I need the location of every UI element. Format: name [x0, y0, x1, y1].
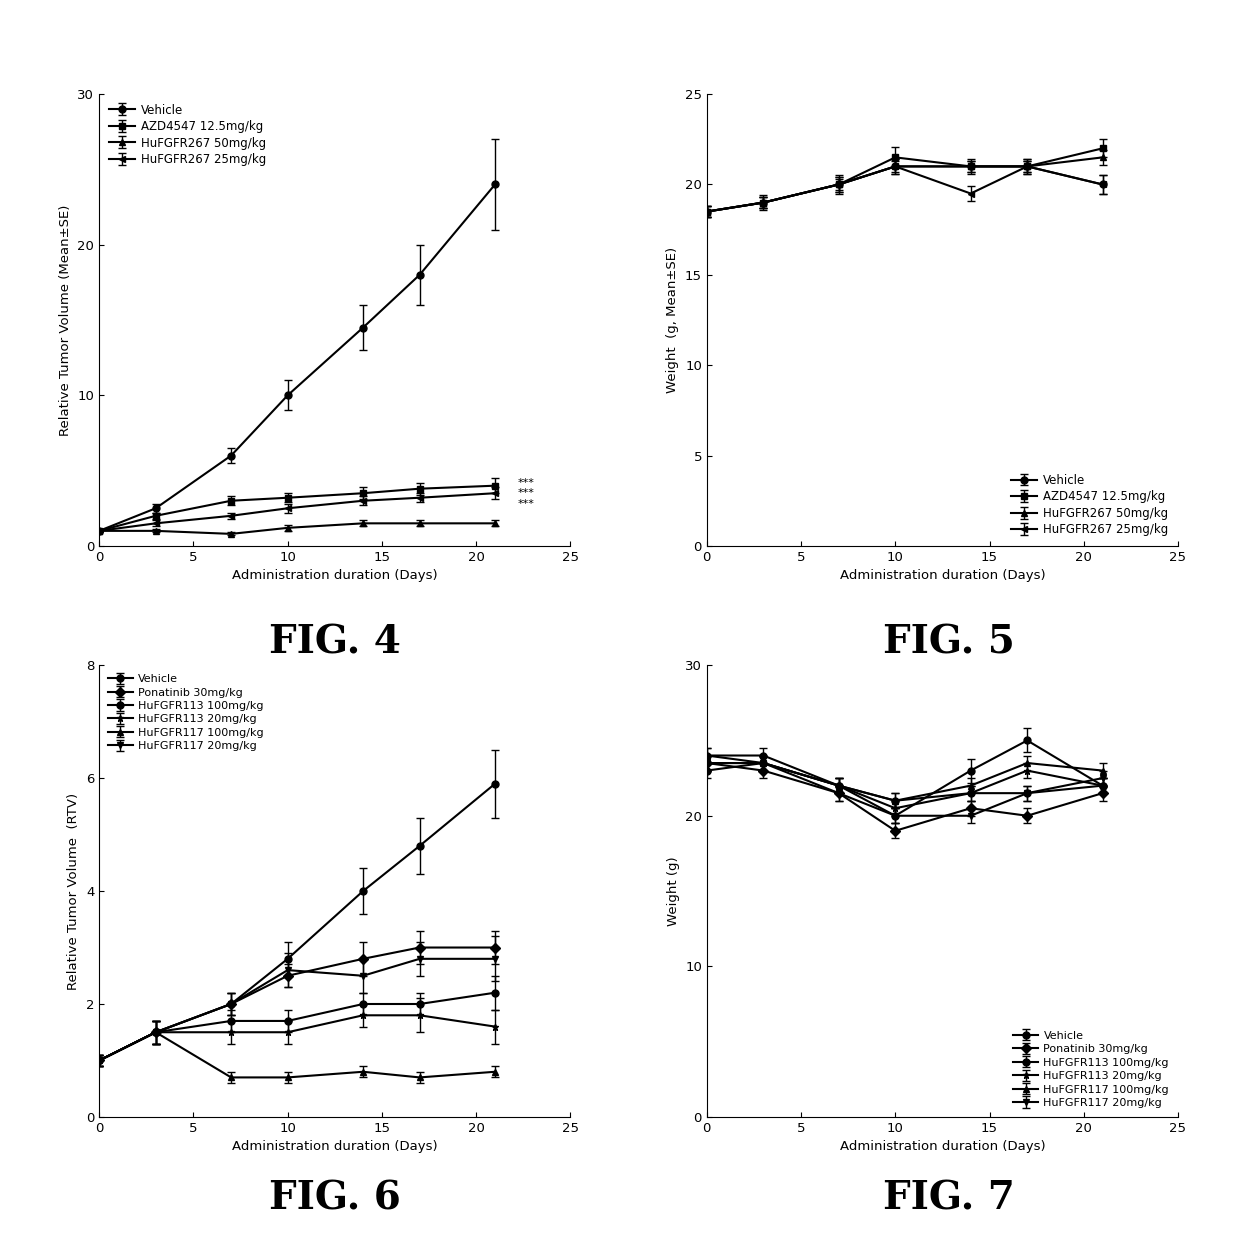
Legend: Vehicle, Ponatinib 30mg/kg, HuFGFR113 100mg/kg, HuFGFR113 20mg/kg, HuFGFR117 100: Vehicle, Ponatinib 30mg/kg, HuFGFR113 10… [1011, 1028, 1173, 1112]
Text: FIG. 7: FIG. 7 [883, 1180, 1014, 1217]
Legend: Vehicle, AZD4547 12.5mg/kg, HuFGFR267 50mg/kg, HuFGFR267 25mg/kg: Vehicle, AZD4547 12.5mg/kg, HuFGFR267 50… [105, 100, 269, 169]
X-axis label: Administration duration (Days): Administration duration (Days) [839, 570, 1045, 582]
Legend: Vehicle, Ponatinib 30mg/kg, HuFGFR113 100mg/kg, HuFGFR113 20mg/kg, HuFGFR117 100: Vehicle, Ponatinib 30mg/kg, HuFGFR113 10… [104, 670, 267, 754]
Y-axis label: Weight (g): Weight (g) [667, 856, 680, 926]
X-axis label: Administration duration (Days): Administration duration (Days) [232, 570, 438, 582]
Text: FIG. 4: FIG. 4 [269, 624, 401, 661]
Y-axis label: Weight  (g, Mean±SE): Weight (g, Mean±SE) [666, 247, 680, 393]
Y-axis label: Relative Tumor Volume  (RTV): Relative Tumor Volume (RTV) [67, 792, 81, 990]
X-axis label: Administration duration (Days): Administration duration (Days) [232, 1141, 438, 1153]
Text: FIG. 5: FIG. 5 [883, 624, 1014, 661]
Text: ***: *** [517, 488, 534, 498]
Text: FIG. 6: FIG. 6 [269, 1180, 401, 1217]
Legend: Vehicle, AZD4547 12.5mg/kg, HuFGFR267 50mg/kg, HuFGFR267 25mg/kg: Vehicle, AZD4547 12.5mg/kg, HuFGFR267 50… [1008, 471, 1172, 540]
Y-axis label: Relative Tumor Volume (Mean±SE): Relative Tumor Volume (Mean±SE) [60, 205, 72, 435]
Text: ***: *** [517, 478, 534, 488]
Text: ***: *** [517, 498, 534, 508]
X-axis label: Administration duration (Days): Administration duration (Days) [839, 1141, 1045, 1153]
